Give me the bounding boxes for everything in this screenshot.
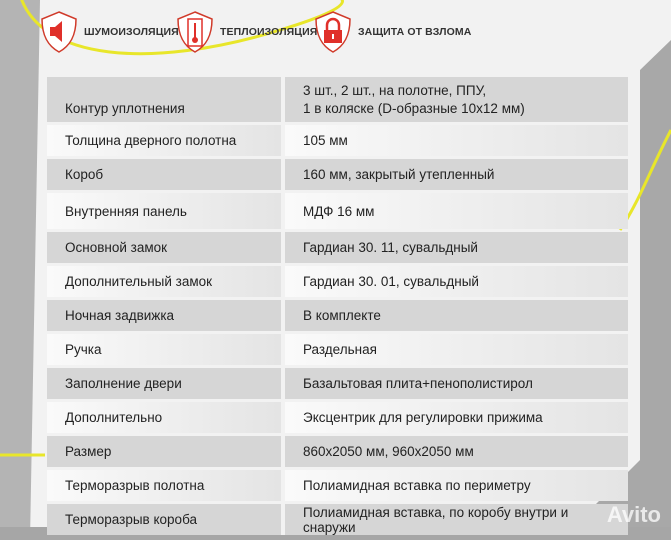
spec-value: 160 мм, закрытый утепленный — [285, 159, 628, 190]
spec-key: Контур уплотнения — [47, 77, 285, 122]
table-row: Заполнение двери Базальтовая плита+пенопо… — [47, 368, 628, 399]
feature-thermal-insulation: ТЕПЛОИЗОЛЯЦИЯ — [176, 10, 317, 54]
avito-watermark: Avito — [606, 502, 661, 527]
spec-key: Короб — [47, 159, 285, 190]
spec-value: Полиамидная вставка по периметру — [285, 470, 628, 501]
spec-value: Гардиан 30. 01, сувальдный — [285, 266, 628, 297]
spec-value: 3 шт., 2 шт., на полотне, ППУ, 1 в коляск… — [285, 77, 628, 122]
feature-soundproofing: ШУМОИЗОЛЯЦИЯ — [40, 10, 179, 54]
spec-value-line: 3 шт., 2 шт., на полотне, ППУ, — [303, 82, 487, 98]
table-row: Внутренняя панель МДФ 16 мм — [47, 193, 628, 229]
speaker-icon — [41, 11, 77, 53]
table-row: Дополнительно Эксцентрик для регулировки … — [47, 402, 628, 433]
spec-value: 105 мм — [285, 125, 628, 156]
table-row: Ночная задвижка В комплекте — [47, 300, 628, 331]
spec-key: Внутренняя панель — [47, 193, 285, 229]
table-row: Основной замок Гардиан 30. 11, сувальдный — [47, 232, 628, 263]
spec-value-line: 1 в коляске (D-образные 10х12 мм) — [303, 100, 525, 116]
spec-value: В комплекте — [285, 300, 628, 331]
table-row: Размер 860х2050 мм, 960х2050 мм — [47, 436, 628, 467]
spec-value: Гардиан 30. 11, сувальдный — [285, 232, 628, 263]
table-row: Короб 160 мм, закрытый утепленный — [47, 159, 628, 190]
spec-value: Базальтовая плита+пенополистирол — [285, 368, 628, 399]
spec-key: Размер — [47, 436, 285, 467]
spec-key: Дополнительный замок — [47, 266, 285, 297]
feature-label: ШУМОИЗОЛЯЦИЯ — [84, 26, 179, 38]
table-row: Терморазрыв полотна Полиамидная вставка п… — [47, 470, 628, 501]
table-row: Толщина дверного полотна 105 мм — [47, 125, 628, 156]
padlock-icon — [315, 11, 351, 53]
thermometer-icon — [177, 11, 213, 53]
spec-value: 860х2050 мм, 960х2050 мм — [285, 436, 628, 467]
table-row: Ручка Раздельная — [47, 334, 628, 365]
table-row: Терморазрыв короба Полиамидная вставка, п… — [47, 504, 628, 535]
feature-burglary-protection: ЗАЩИТА ОТ ВЗЛОМА — [314, 10, 471, 54]
spec-key: Ручка — [47, 334, 285, 365]
spec-key: Дополнительно — [47, 402, 285, 433]
table-row: Контур уплотнения 3 шт., 2 шт., на полотн… — [47, 77, 628, 122]
spec-value: МДФ 16 мм — [285, 193, 628, 229]
spec-key: Толщина дверного полотна — [47, 125, 285, 156]
spec-key: Терморазрыв короба — [47, 504, 285, 535]
spec-value: Эксцентрик для регулировки прижима — [285, 402, 628, 433]
spec-key: Терморазрыв полотна — [47, 470, 285, 501]
feature-label: ЗАЩИТА ОТ ВЗЛОМА — [358, 26, 472, 38]
spec-value: Раздельная — [285, 334, 628, 365]
spec-key: Основной замок — [47, 232, 285, 263]
feature-label: ТЕПЛОИЗОЛЯЦИЯ — [220, 26, 318, 38]
table-row: Дополнительный замок Гардиан 30. 01, сува… — [47, 266, 628, 297]
spec-value: Полиамидная вставка, по коробу внутри и … — [285, 504, 628, 535]
spec-key: Заполнение двери — [47, 368, 285, 399]
specs-table: Контур уплотнения 3 шт., 2 шт., на полотн… — [47, 74, 628, 538]
spec-key: Ночная задвижка — [47, 300, 285, 331]
